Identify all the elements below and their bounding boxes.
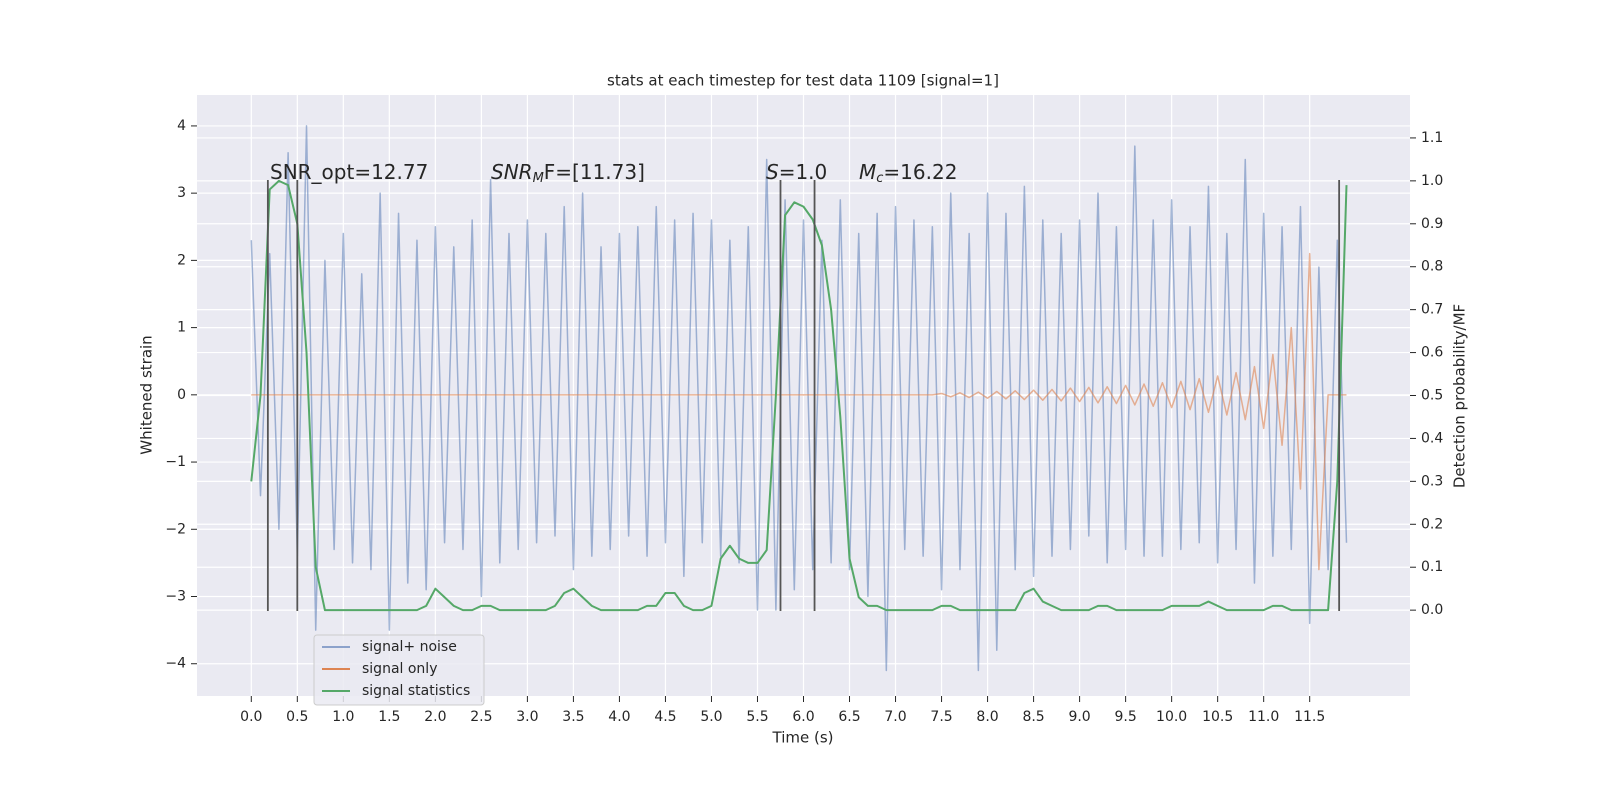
series-line: [250, 179, 1348, 612]
legend-label: signal+ noise: [362, 639, 457, 655]
x-tick-label: 4.0: [608, 709, 630, 725]
y2-tick-label: 0.6: [1421, 345, 1443, 361]
y2-tick-label: 0.1: [1421, 559, 1443, 575]
x-tick-label: 8.0: [976, 709, 998, 725]
x-tick-label: 2.0: [424, 709, 446, 725]
annotation: SNR_opt=12.77: [270, 160, 428, 184]
x-tick-label: 6.5: [838, 709, 860, 725]
x-tick-label: 8.5: [1022, 709, 1044, 725]
y-tick-label: 2: [177, 252, 186, 268]
y-tick-label: 4: [177, 118, 186, 134]
legend-box: [313, 634, 485, 706]
y-tick-label: −1: [165, 454, 186, 470]
legend-label: signal statistics: [362, 683, 470, 699]
x-tick-label: 11.0: [1248, 709, 1279, 725]
x-tick-label: 2.5: [470, 709, 492, 725]
x-tick-label: 7.5: [930, 709, 952, 725]
legend-label: signal only: [362, 661, 437, 677]
annotation: SNRMF=[11.73]: [491, 160, 645, 186]
x-tick-label: 3.5: [562, 709, 584, 725]
y2-tick-label: 0.9: [1421, 216, 1443, 232]
y2-tick-label: 1.1: [1421, 130, 1443, 146]
annotation-part: S: [766, 160, 779, 184]
annotation-part: M: [533, 171, 544, 186]
y2-tick-label: 0.0: [1421, 602, 1443, 618]
y2-tick-label: 0.5: [1421, 388, 1443, 404]
annotation-part: M: [859, 160, 876, 184]
x-tick-label: 1.0: [332, 709, 354, 725]
x-tick-label: 9.0: [1068, 709, 1090, 725]
y-tick-label: −3: [165, 589, 186, 605]
y-tick-label: 0: [177, 387, 186, 403]
x-tick-label: 5.5: [746, 709, 768, 725]
y-tick-label: 3: [177, 185, 186, 201]
y2-tick-label: 1.0: [1421, 173, 1443, 189]
y-tick-label: 1: [177, 320, 186, 336]
x-tick-label: 4.5: [654, 709, 676, 725]
annotation: S=1.0: [766, 160, 827, 184]
y-axis-label: Whitened strain: [138, 335, 156, 454]
y2-tick-label: 0.8: [1421, 259, 1443, 275]
x-tick-label: 10.0: [1156, 709, 1187, 725]
annotation-part: =16.22: [883, 160, 957, 184]
annotation-part: SNR: [491, 160, 533, 184]
series-line: [251, 252, 1347, 571]
annotation-part: c: [876, 171, 883, 186]
y2-tick-label: 0.3: [1421, 473, 1443, 489]
x-tick-label: 6.0: [792, 709, 814, 725]
chart-title: stats at each timestep for test data 110…: [607, 72, 999, 90]
x-tick-label: 11.5: [1294, 709, 1325, 725]
x-tick-label: 9.5: [1114, 709, 1136, 725]
y2-tick-label: 0.7: [1421, 302, 1443, 318]
y-tick-label: −2: [165, 521, 186, 537]
x-tick-label: 0.5: [286, 709, 308, 725]
annotation: Mc=16.22: [859, 160, 957, 186]
y2-tick-label: 0.2: [1421, 516, 1443, 532]
x-tick-label: 1.5: [378, 709, 400, 725]
x-tick-label: 10.5: [1202, 709, 1233, 725]
x-tick-label: 0.0: [240, 709, 262, 725]
x-axis-label: Time (s): [772, 729, 834, 747]
x-tick-label: 5.0: [700, 709, 722, 725]
x-tick-label: 7.0: [884, 709, 906, 725]
x-tick-label: 3.0: [516, 709, 538, 725]
series-line: [250, 125, 1348, 672]
annotation-part: =1.0: [779, 160, 828, 184]
y-tick-label: −4: [165, 656, 186, 672]
annotation-part: F=[11.73]: [544, 160, 645, 184]
annotation-part: SNR_opt=12.77: [270, 160, 428, 184]
y2-axis-label: Detection probability/MF: [1451, 304, 1469, 488]
y2-tick-label: 0.4: [1421, 430, 1443, 446]
